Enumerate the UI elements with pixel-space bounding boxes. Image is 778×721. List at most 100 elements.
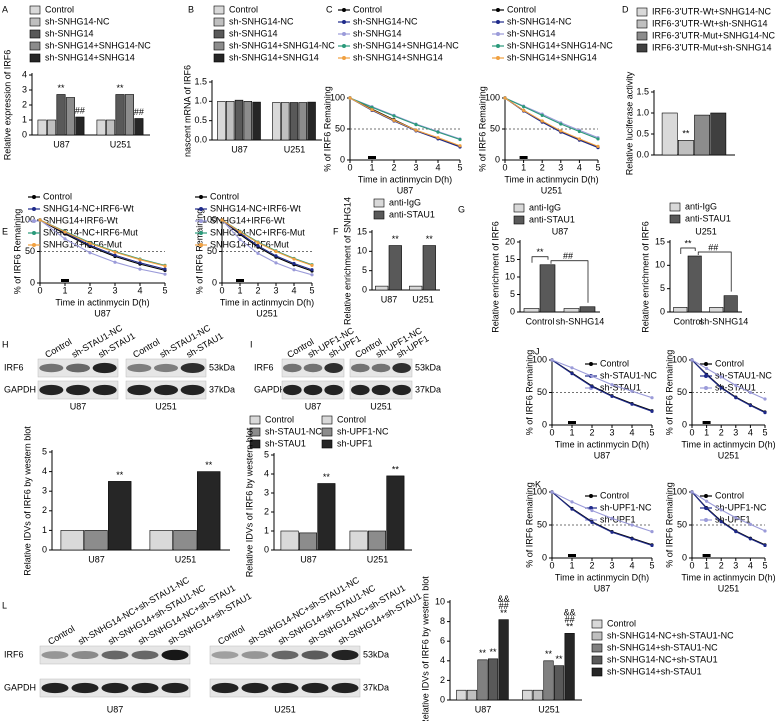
legend-swatch: [636, 7, 648, 17]
legend-label: Control: [600, 358, 629, 368]
blot-band: [392, 363, 411, 373]
legend-label: Control: [607, 618, 636, 628]
bar: [710, 112, 727, 156]
y-tick-label: 8: [440, 616, 445, 626]
blot-cell-label: U251: [370, 401, 392, 411]
point: [690, 358, 694, 362]
bar: [60, 530, 84, 551]
legend-label: SNHG14-NC+IRF6-Wt: [43, 203, 134, 213]
point: [310, 268, 314, 272]
point: [570, 500, 574, 504]
point: [610, 516, 614, 521]
legend-label: anti-IgG: [529, 202, 561, 212]
legend-marker: [32, 231, 36, 235]
legend-label: sh-UPF1: [337, 438, 373, 448]
point: [570, 366, 574, 370]
series-line: [504, 97, 599, 147]
bar: [56, 94, 66, 136]
x-tick-label: 2: [589, 427, 594, 437]
x-tick-label: Control: [673, 316, 702, 326]
bar: [149, 530, 173, 551]
blot-band: [331, 649, 359, 661]
y-axis-label: % of IRF6 Remaining: [524, 482, 534, 568]
bar: [134, 118, 144, 136]
legend-marker: [496, 56, 500, 60]
blot-band: [271, 650, 299, 660]
point: [522, 108, 526, 112]
legend-label: sh-UPF1: [715, 514, 751, 524]
legend-marker: [496, 32, 500, 36]
y-tick-label: 1.0: [636, 107, 649, 117]
blot-size-label: 53kDa: [363, 649, 389, 659]
x-tick-label: 4: [629, 560, 634, 570]
series-line: [221, 219, 313, 276]
x-tick-label: 1: [237, 285, 242, 295]
panel-letter: I: [250, 339, 253, 349]
legend-label: IRF6-3'UTR-Wt+sh-SNHG14: [652, 18, 767, 28]
legend-swatch: [669, 214, 681, 224]
blot-size-label: 53kDa: [209, 362, 235, 372]
point: [719, 386, 723, 390]
point: [734, 530, 738, 534]
y-tick-label: 0: [542, 419, 547, 429]
y-tick-label: 10: [505, 271, 515, 281]
point: [650, 409, 654, 413]
point: [630, 537, 634, 541]
blot-band: [331, 682, 359, 694]
y-axis-label: Relative IDVs of IRF6 by western blot: [22, 426, 32, 576]
blot-band: [131, 682, 159, 694]
legend-marker: [32, 195, 36, 199]
point: [310, 273, 314, 277]
point: [256, 244, 260, 248]
bar: [498, 619, 509, 701]
series-line: [504, 97, 599, 140]
blot-band: [301, 650, 329, 660]
point: [748, 390, 753, 395]
point: [238, 237, 242, 242]
point: [63, 230, 67, 234]
y-tick-label: 5: [264, 449, 269, 459]
time-marker: [568, 421, 576, 424]
y-tick-label: 0: [542, 552, 547, 562]
bar: [47, 119, 57, 136]
y-axis-label: Relative IDVs of IRF6 by western blot: [420, 576, 430, 721]
x-tick-label: 1: [704, 427, 709, 437]
point: [630, 523, 634, 527]
y-tick-label: 4: [264, 468, 269, 478]
legend-swatch: [213, 17, 225, 27]
legend-label: SNHG14+IRF6-Mut: [210, 239, 289, 249]
point: [310, 263, 314, 267]
subtitle: U251: [718, 450, 740, 460]
x-tick-label: U87: [53, 139, 70, 149]
point: [88, 241, 92, 245]
legend-swatch: [213, 53, 225, 63]
point: [596, 137, 600, 141]
significance: **: [116, 83, 124, 93]
x-tick-label: 0: [689, 560, 694, 570]
blot-band: [271, 682, 299, 694]
y-axis-label: % of IRF6 Remaining: [477, 86, 487, 172]
significance: **: [426, 234, 434, 244]
bar: [252, 101, 261, 141]
blot-band: [303, 384, 323, 396]
y-axis-label: Relative IDVs of IRF6 by western blot: [244, 427, 254, 577]
x-tick-label: 2: [255, 285, 260, 295]
legend-marker: [199, 207, 203, 211]
legend-label: SNHG14-NC+IRF6-Mut: [210, 227, 305, 237]
point: [630, 389, 634, 393]
time-marker: [519, 156, 528, 159]
bar: [280, 102, 290, 141]
y-tick-label: 3: [264, 487, 269, 497]
bar: [226, 101, 235, 141]
bar: [661, 112, 678, 156]
y-tick-label: 0: [264, 544, 269, 554]
legend-swatch: [213, 41, 225, 51]
panel-letter: A: [2, 4, 8, 14]
point: [414, 128, 418, 132]
y-tick-label: 0: [682, 419, 687, 429]
point: [522, 105, 526, 109]
bracket: [531, 256, 549, 263]
bar: [522, 689, 533, 701]
y-axis-label: Relative enrichment of IRF6: [640, 221, 650, 333]
point: [763, 397, 767, 401]
